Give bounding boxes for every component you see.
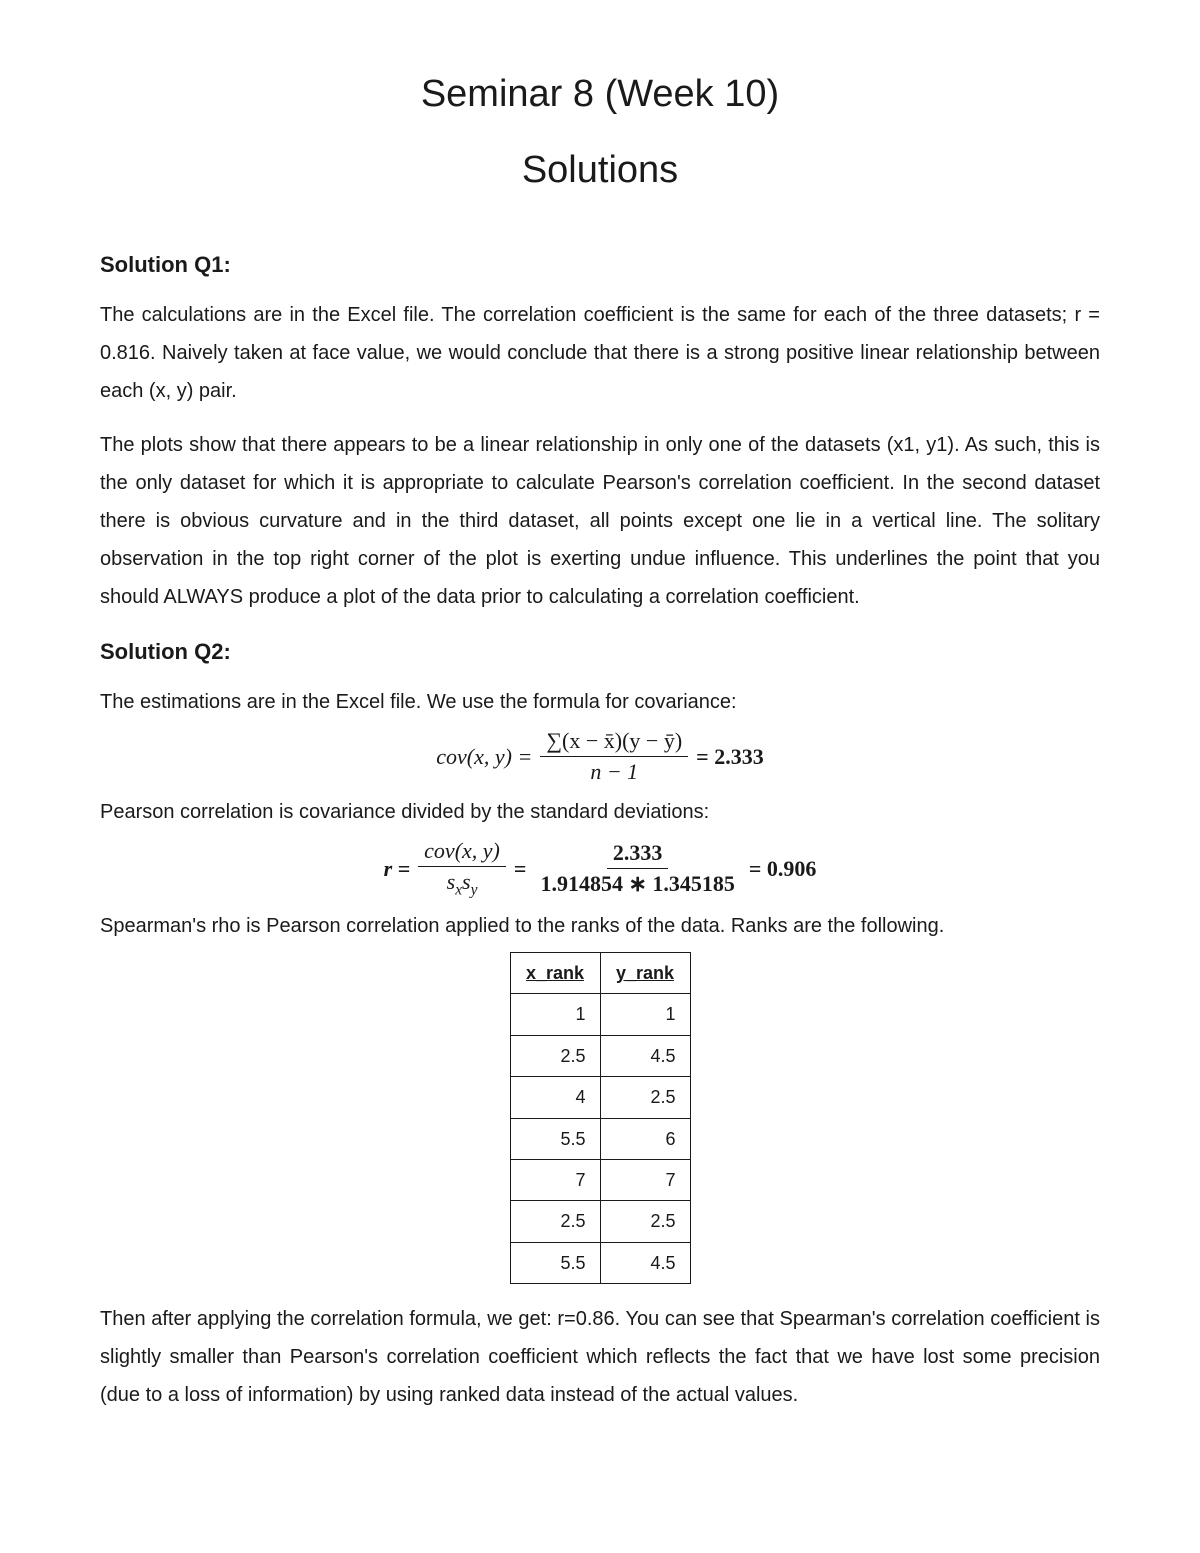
table-cell: 4.5 [600, 1035, 690, 1076]
table-row: 2.52.5 [510, 1201, 690, 1242]
pearson-f1-den: sxsy [441, 867, 484, 900]
pearson-sy-sub: y [471, 882, 478, 899]
q2-pearson-intro: Pearson correlation is covariance divide… [100, 794, 1100, 830]
table-row: 5.56 [510, 1118, 690, 1159]
q1-heading: Solution Q1: [100, 245, 1100, 285]
pearson-formula: r = cov(x, y) sxsy = 2.333 1.914854 ∗ 1.… [100, 838, 1100, 900]
pearson-fraction-2: 2.333 1.914854 ∗ 1.345185 [534, 840, 740, 898]
table-cell: 1 [510, 994, 600, 1035]
cov-numerator: ∑(x − x̄)(y − ȳ) [540, 728, 688, 757]
table-cell: 7 [510, 1159, 600, 1200]
covariance-formula: cov(x, y) = ∑(x − x̄)(y − ȳ) n − 1 = 2.3… [100, 728, 1100, 786]
page-title-line1: Seminar 8 (Week 10) [100, 60, 1100, 128]
pearson-result: = 0.906 [749, 849, 817, 889]
table-row: 77 [510, 1159, 690, 1200]
table-cell: 5.5 [510, 1242, 600, 1283]
table-cell: 4 [510, 1077, 600, 1118]
pearson-sy: s [462, 869, 471, 894]
q2-cov-intro: The estimations are in the Excel file. W… [100, 684, 1100, 720]
pearson-f2-den: 1.914854 ∗ 1.345185 [534, 869, 740, 897]
table-cell: 5.5 [510, 1118, 600, 1159]
pearson-f1-num: cov(x, y) [418, 838, 506, 867]
q1-paragraph-1: The calculations are in the Excel file. … [100, 296, 1100, 410]
table-cell: 2.5 [600, 1201, 690, 1242]
q2-conclusion: Then after applying the correlation form… [100, 1300, 1100, 1414]
pearson-lhs: r = [384, 849, 411, 889]
table-row: 2.54.5 [510, 1035, 690, 1076]
pearson-fraction-1: cov(x, y) sxsy [418, 838, 506, 900]
table-cell: 2.5 [600, 1077, 690, 1118]
table-header-xrank: x_rank [510, 953, 600, 994]
table-header-row: x_rank y_rank [510, 953, 690, 994]
q2-heading: Solution Q2: [100, 632, 1100, 672]
table-row: 11 [510, 994, 690, 1035]
table-cell: 6 [600, 1118, 690, 1159]
pearson-sx: s [447, 869, 456, 894]
pearson-sx-sub: x [455, 882, 462, 899]
q2-spearman-intro: Spearman's rho is Pearson correlation ap… [100, 908, 1100, 944]
pearson-eq: = [514, 849, 527, 889]
table-cell: 1 [600, 994, 690, 1035]
cov-fraction: ∑(x − x̄)(y − ȳ) n − 1 [540, 728, 688, 786]
page-title-line2: Solutions [100, 136, 1100, 204]
cov-denominator: n − 1 [584, 757, 644, 785]
cov-result: = 2.333 [696, 737, 764, 777]
table-header-yrank: y_rank [600, 953, 690, 994]
pearson-f2-num: 2.333 [607, 840, 669, 869]
cov-lhs: cov(x, y) = [436, 737, 532, 777]
table-row: 42.5 [510, 1077, 690, 1118]
q1-paragraph-2: The plots show that there appears to be … [100, 426, 1100, 616]
table-cell: 4.5 [600, 1242, 690, 1283]
table-cell: 2.5 [510, 1035, 600, 1076]
table-cell: 7 [600, 1159, 690, 1200]
table-row: 5.54.5 [510, 1242, 690, 1283]
ranks-table: x_rank y_rank 112.54.542.55.56772.52.55.… [510, 952, 691, 1284]
table-cell: 2.5 [510, 1201, 600, 1242]
